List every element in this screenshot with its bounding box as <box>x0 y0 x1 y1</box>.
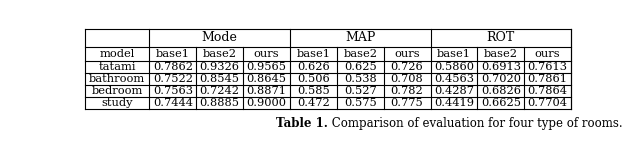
Text: ours: ours <box>253 49 280 59</box>
Text: 0.7704: 0.7704 <box>527 98 568 108</box>
Text: ROT: ROT <box>486 31 515 44</box>
Text: 0.506: 0.506 <box>297 74 330 84</box>
Text: 0.7861: 0.7861 <box>527 74 568 84</box>
Text: ours: ours <box>394 49 420 59</box>
Text: base1: base1 <box>156 49 190 59</box>
Text: base1: base1 <box>296 49 330 59</box>
Text: 0.472: 0.472 <box>297 98 330 108</box>
Text: 0.9000: 0.9000 <box>246 98 287 108</box>
Text: 0.6625: 0.6625 <box>481 98 521 108</box>
Text: 0.8885: 0.8885 <box>200 98 240 108</box>
Text: 0.9326: 0.9326 <box>200 62 240 72</box>
Text: 0.726: 0.726 <box>390 62 424 72</box>
Text: ours: ours <box>535 49 561 59</box>
Text: 0.7444: 0.7444 <box>153 98 193 108</box>
Text: 0.4563: 0.4563 <box>434 74 474 84</box>
Text: base2: base2 <box>484 49 518 59</box>
Text: 0.7020: 0.7020 <box>481 74 521 84</box>
Text: tatami: tatami <box>99 62 136 72</box>
Text: Mode: Mode <box>202 31 237 44</box>
Text: 0.7864: 0.7864 <box>527 86 568 96</box>
Text: 0.527: 0.527 <box>344 86 376 96</box>
Text: 0.4287: 0.4287 <box>434 86 474 96</box>
Text: 0.782: 0.782 <box>390 86 424 96</box>
Text: 0.575: 0.575 <box>344 98 376 108</box>
Text: 0.8645: 0.8645 <box>246 74 287 84</box>
Text: bedroom: bedroom <box>92 86 143 96</box>
Text: bathroom: bathroom <box>89 74 145 84</box>
Text: model: model <box>100 49 135 59</box>
Text: base2: base2 <box>203 49 237 59</box>
Text: 0.7522: 0.7522 <box>153 74 193 84</box>
Text: 0.4419: 0.4419 <box>434 98 474 108</box>
Text: Comparison of evaluation for four type of rooms.: Comparison of evaluation for four type o… <box>328 117 623 130</box>
Text: 0.9565: 0.9565 <box>246 62 287 72</box>
Text: 0.7613: 0.7613 <box>527 62 568 72</box>
Text: MAP: MAP <box>345 31 376 44</box>
Text: Table 1.: Table 1. <box>276 117 328 130</box>
Text: 0.7862: 0.7862 <box>153 62 193 72</box>
Text: 0.8871: 0.8871 <box>246 86 287 96</box>
Text: 0.775: 0.775 <box>390 98 424 108</box>
Text: 0.708: 0.708 <box>390 74 424 84</box>
Text: 0.6913: 0.6913 <box>481 62 521 72</box>
Text: study: study <box>102 98 133 108</box>
Text: base1: base1 <box>437 49 471 59</box>
Text: 0.625: 0.625 <box>344 62 376 72</box>
Text: 0.538: 0.538 <box>344 74 376 84</box>
Text: 0.5860: 0.5860 <box>434 62 474 72</box>
Text: 0.7242: 0.7242 <box>200 86 240 96</box>
Text: base2: base2 <box>343 49 377 59</box>
Text: 0.585: 0.585 <box>297 86 330 96</box>
Text: 0.626: 0.626 <box>297 62 330 72</box>
Text: 0.6826: 0.6826 <box>481 86 521 96</box>
Text: 0.8545: 0.8545 <box>200 74 240 84</box>
Text: 0.7563: 0.7563 <box>153 86 193 96</box>
